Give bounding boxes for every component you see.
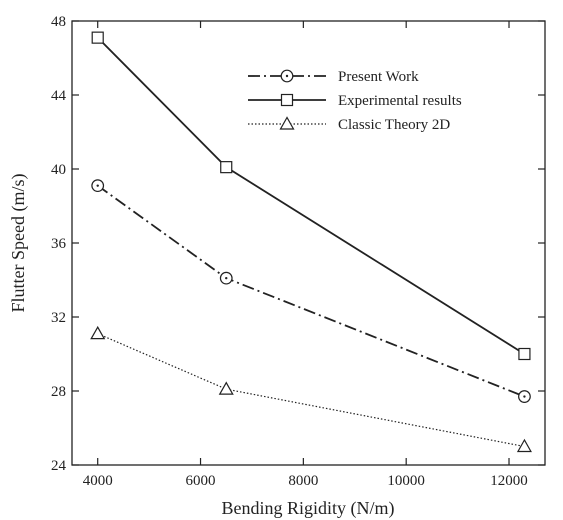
y-tick-label: 24	[51, 458, 67, 474]
x-tick-label: 12000	[490, 473, 528, 489]
legend-label: Classic Theory 2D	[338, 117, 450, 133]
plot-frame	[71, 20, 546, 466]
x-axis-label: Bending Rigidity (N/m)	[222, 498, 395, 519]
y-tick-label: 48	[51, 14, 66, 30]
series-layer	[90, 31, 532, 453]
legend-marker	[280, 93, 294, 107]
data-point-1-0	[91, 31, 104, 44]
data-point-0-1	[219, 271, 233, 285]
series-line-2	[97, 333, 525, 448]
x-tick-label: 4000	[83, 473, 113, 489]
legend-marker	[280, 69, 294, 83]
legend-label: Present Work	[338, 69, 419, 85]
data-point-0-2	[518, 390, 531, 403]
legend-label: Experimental results	[338, 93, 462, 109]
y-tick-label: 40	[51, 162, 66, 178]
y-tick-label: 36	[51, 236, 67, 252]
data-point-1-1	[220, 161, 233, 174]
y-tick-label: 44	[51, 88, 67, 104]
y-tick-label: 28	[51, 384, 66, 400]
data-point-1-2	[518, 347, 531, 361]
data-point-2-2	[516, 438, 532, 453]
data-point-2-1	[218, 381, 234, 395]
y-axis-label: Flutter Speed (m/s)	[8, 174, 29, 313]
data-point-0-0	[91, 179, 105, 193]
series-line-1	[97, 37, 525, 355]
y-tick-label: 32	[51, 310, 66, 326]
series-line-0	[97, 184, 525, 398]
x-tick-label: 6000	[186, 473, 216, 489]
data-point-2-0	[90, 325, 106, 340]
x-tick-label: 10000	[387, 473, 425, 489]
legend-marker	[279, 116, 295, 130]
axis-ticks: 4000 6000 8000 10000 12000 24 28 32 36 40 44 48	[51, 14, 545, 489]
legend: Present Work Experimental results Classic …	[248, 69, 462, 133]
x-tick-label: 8000	[288, 473, 318, 489]
